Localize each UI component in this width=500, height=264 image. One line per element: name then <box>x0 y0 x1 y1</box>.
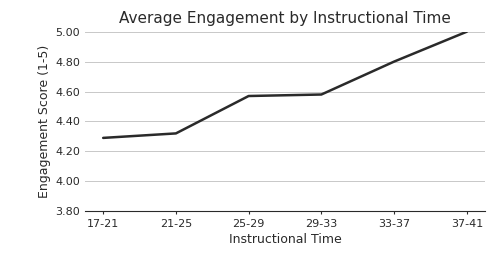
X-axis label: Instructional Time: Instructional Time <box>228 233 342 246</box>
Y-axis label: Engagement Score (1-5): Engagement Score (1-5) <box>38 45 51 198</box>
Title: Average Engagement by Instructional Time: Average Engagement by Instructional Time <box>119 11 451 26</box>
